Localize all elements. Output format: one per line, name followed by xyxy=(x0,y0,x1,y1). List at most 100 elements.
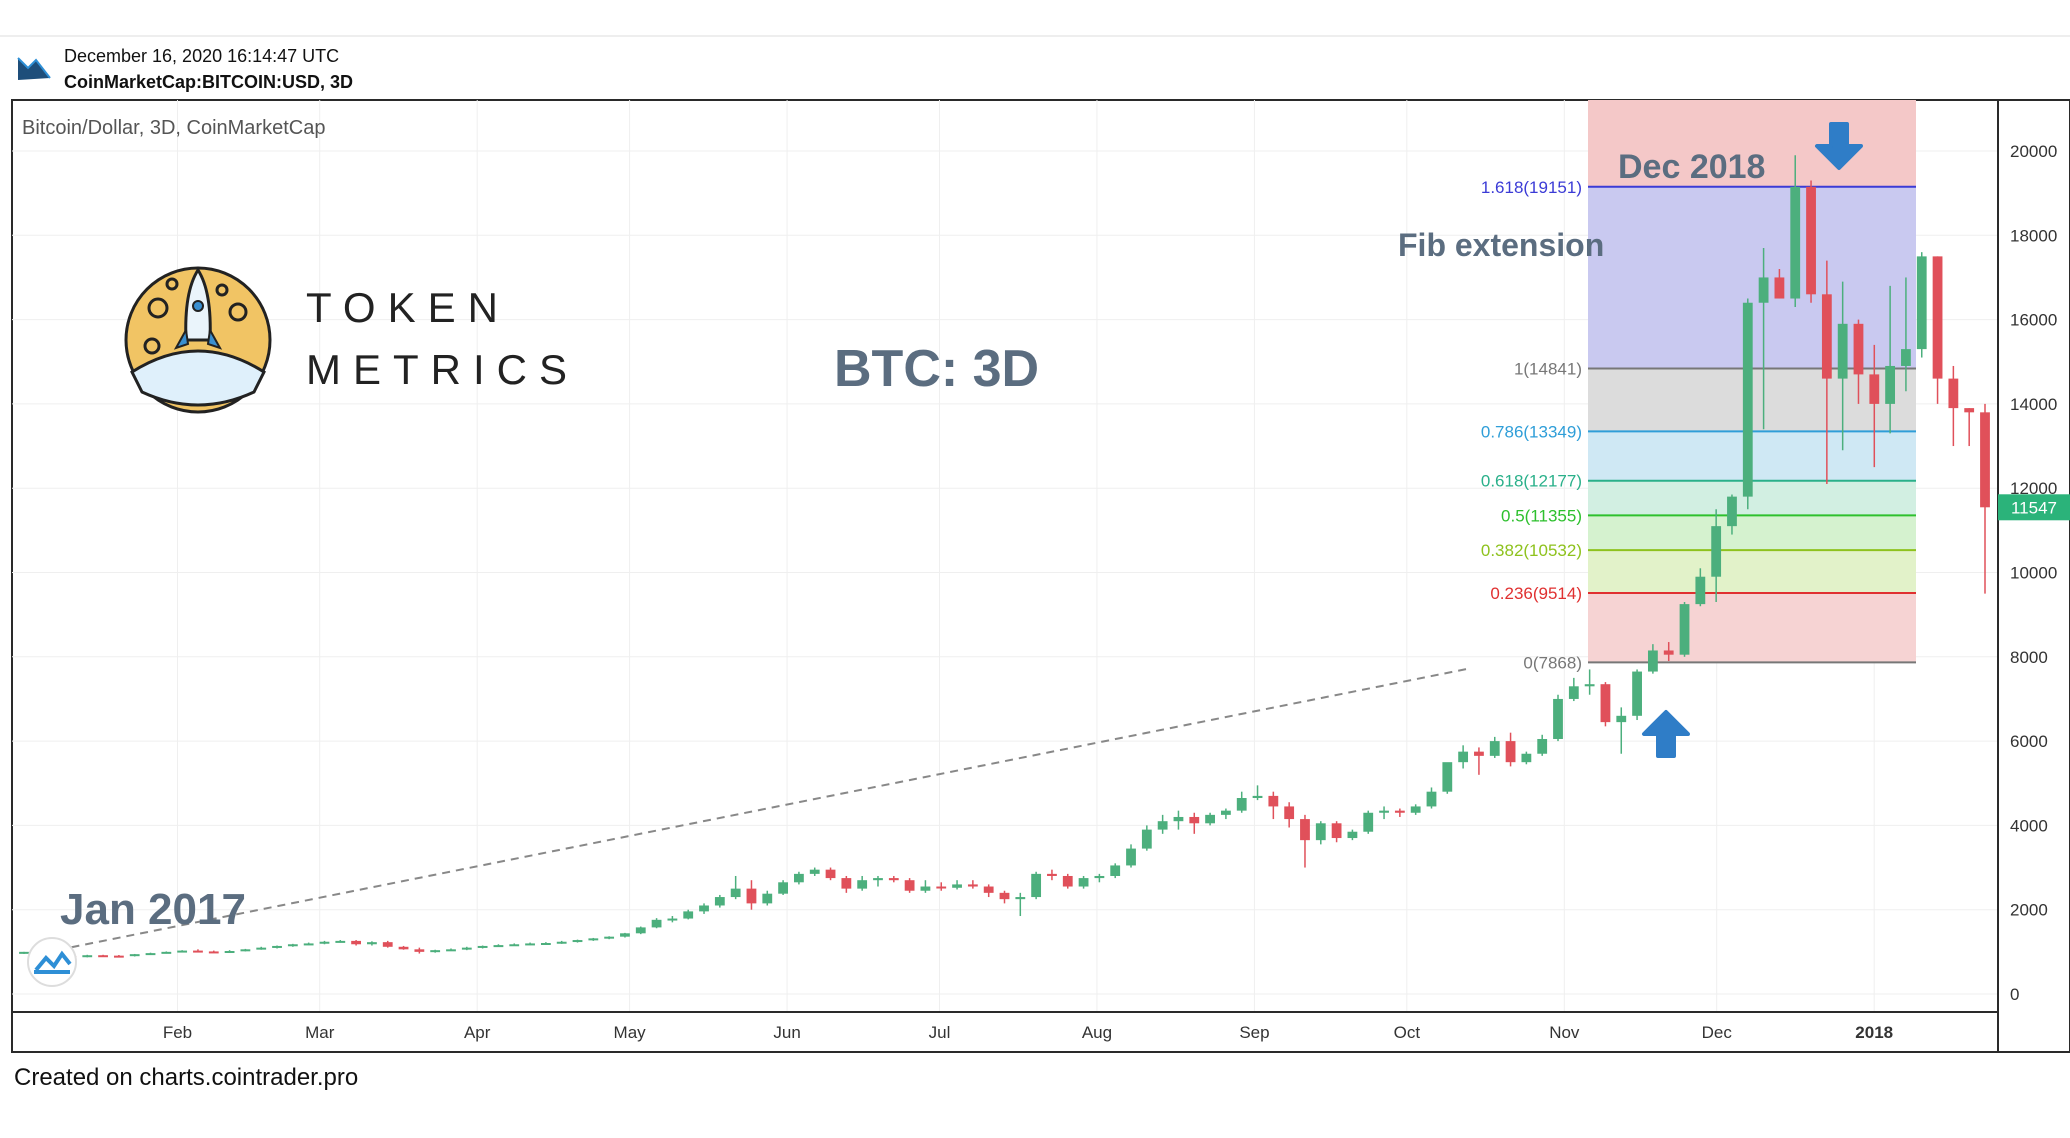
candle-body xyxy=(272,945,282,948)
candle-body xyxy=(1173,816,1184,822)
candle-body xyxy=(540,942,551,945)
candle-body xyxy=(746,888,757,904)
candle-body xyxy=(714,897,725,906)
candle-body xyxy=(778,882,788,894)
x-tick-label: Nov xyxy=(1549,1023,1580,1042)
candle-body xyxy=(1031,873,1042,898)
fib-level-label: 0.236(9514) xyxy=(1490,584,1582,603)
candle-body xyxy=(730,888,741,898)
candle-body xyxy=(129,954,140,957)
candle-body xyxy=(1980,412,1990,508)
candle-body xyxy=(1790,186,1801,299)
logo-text-metrics: METRICS xyxy=(306,346,579,393)
candle-body xyxy=(382,942,393,947)
grid xyxy=(12,100,1998,1012)
candle-body xyxy=(809,869,820,874)
candle-body xyxy=(224,951,235,954)
x-tick-label: Sep xyxy=(1239,1023,1269,1042)
candle-body xyxy=(841,878,852,889)
candle-body xyxy=(1679,604,1690,655)
candle-body xyxy=(1505,741,1516,763)
x-tick-label: Jul xyxy=(929,1023,951,1042)
candle-body xyxy=(1221,810,1231,815)
arrow-down-icon xyxy=(1815,122,1863,170)
candle-body xyxy=(794,873,804,883)
candle-body xyxy=(1553,698,1563,739)
candle-body xyxy=(588,938,599,941)
candle-body xyxy=(983,886,994,893)
candle-body xyxy=(1964,408,1975,413)
candle-body xyxy=(1647,650,1658,672)
candle-body xyxy=(1252,795,1263,799)
candle-body xyxy=(1458,751,1469,763)
candle-body xyxy=(1315,823,1326,841)
candle-body xyxy=(604,936,615,939)
fib-extension-annotation: Fib extension xyxy=(1398,227,1604,263)
candle-body xyxy=(351,940,362,945)
fib-level-label: 1(14841) xyxy=(1514,359,1582,378)
candle-body xyxy=(1584,684,1595,687)
candle-body xyxy=(651,919,662,928)
tradingview-badge[interactable] xyxy=(27,937,77,987)
candle-body xyxy=(1268,795,1279,807)
candle-body xyxy=(319,941,330,944)
candle-body xyxy=(1695,576,1706,605)
candle-body xyxy=(1474,751,1484,756)
candle-body xyxy=(208,951,219,954)
candle-body xyxy=(1094,875,1105,879)
candle-body xyxy=(1410,806,1421,813)
candle-body xyxy=(430,950,441,953)
candle-body xyxy=(904,880,915,891)
candle-body xyxy=(1300,819,1310,841)
candle-body xyxy=(493,945,504,948)
svg-text:11547: 11547 xyxy=(2011,498,2057,517)
candle-body xyxy=(303,943,314,946)
fib-zone xyxy=(1588,592,1916,663)
candle-body xyxy=(1347,831,1358,839)
jan-2017-annotation: Jan 2017 xyxy=(60,885,246,934)
candle-body xyxy=(1932,256,1943,379)
candle-body xyxy=(873,878,883,881)
candle-body xyxy=(1774,277,1785,299)
candle-body xyxy=(1742,302,1753,497)
candle-body xyxy=(667,918,678,921)
candle-body xyxy=(461,947,472,950)
footer-credit: Created on charts.cointrader.pro xyxy=(14,1064,359,1091)
candle-body xyxy=(1236,798,1247,811)
candle-body xyxy=(1078,878,1089,887)
candle-body xyxy=(1331,823,1342,839)
candle-body xyxy=(920,886,931,891)
candle-body xyxy=(335,940,346,943)
x-tick-label: May xyxy=(614,1023,647,1042)
candle-body xyxy=(952,884,962,888)
candle-body xyxy=(1837,323,1848,379)
candle-body xyxy=(177,950,188,953)
price-axis: 0 2000 4000 6000 8000 10000 12000 14000 16000 180… xyxy=(2010,142,2057,1004)
candle-body xyxy=(414,949,425,952)
candle-body xyxy=(1853,323,1864,375)
candle-body xyxy=(683,911,694,919)
x-tick-label: Jun xyxy=(773,1023,800,1042)
fib-level-label: 0.786(13349) xyxy=(1481,422,1582,441)
candle-body xyxy=(620,933,630,937)
candle-body xyxy=(1489,741,1500,756)
candle-body xyxy=(1600,684,1611,723)
candle-body xyxy=(1806,186,1816,295)
fib-zone-top xyxy=(1588,100,1916,187)
candle-body xyxy=(556,941,567,944)
candle-body xyxy=(1379,810,1389,813)
candle-body xyxy=(1442,762,1453,792)
candle-body xyxy=(1205,814,1215,824)
arrow-up-icon xyxy=(1642,710,1690,758)
candle-body xyxy=(1663,650,1674,655)
candle-body xyxy=(1426,791,1437,807)
chart-title: Bitcoin/Dollar, 3D, CoinMarketCap xyxy=(22,117,325,139)
x-tick-label: Aug xyxy=(1082,1023,1112,1042)
candle-body xyxy=(635,927,646,934)
dec-2018-annotation: Dec 2018 xyxy=(1618,148,1765,186)
fib-level-label: 0.382(10532) xyxy=(1481,541,1582,560)
logo-text-token: TOKEN xyxy=(306,284,510,331)
candle-body xyxy=(1916,256,1927,350)
fib-level-label: 0.5(11355) xyxy=(1501,506,1582,525)
candle-body xyxy=(1189,816,1200,824)
